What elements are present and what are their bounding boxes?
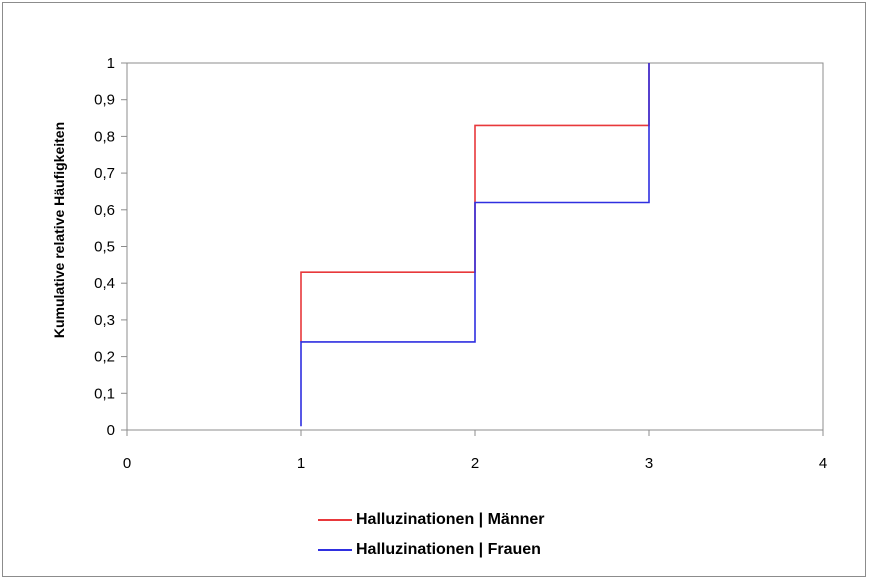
x-tick-label: 4	[819, 455, 827, 472]
legend-label-maenner: Halluzinationen | Männer	[356, 511, 545, 528]
x-tick-label: 1	[297, 455, 305, 472]
y-tick-label: 0,4	[94, 275, 115, 292]
y-tick-label: 0,7	[94, 165, 115, 182]
legend: Halluzinationen | Männer Halluzinationen…	[318, 505, 545, 565]
legend-label-frauen: Halluzinationen | Frauen	[356, 541, 541, 558]
y-tick-label: 0,8	[94, 128, 115, 145]
x-tick-label: 2	[471, 455, 479, 472]
y-tick-label: 0,2	[94, 349, 115, 366]
legend-item-maenner: Halluzinationen | Männer	[318, 505, 545, 535]
legend-item-frauen: Halluzinationen | Frauen	[318, 535, 545, 565]
legend-line-frauen	[318, 549, 352, 551]
y-tick-label: 0,9	[94, 92, 115, 109]
y-tick-label: 0	[107, 422, 115, 439]
y-tick-label: 0,1	[94, 385, 115, 402]
series-line-frauen	[300, 63, 650, 427]
y-tick-label: 0,3	[94, 312, 115, 329]
y-tick-label: 1	[107, 55, 115, 72]
x-tick-label: 3	[645, 455, 653, 472]
x-tick-label: 0	[123, 455, 131, 472]
y-axis-label: Kumulative relative Häufigkeiten	[51, 122, 67, 338]
y-tick-label: 0,6	[94, 202, 115, 219]
legend-line-maenner	[318, 519, 352, 521]
y-tick-label: 0,5	[94, 239, 115, 256]
